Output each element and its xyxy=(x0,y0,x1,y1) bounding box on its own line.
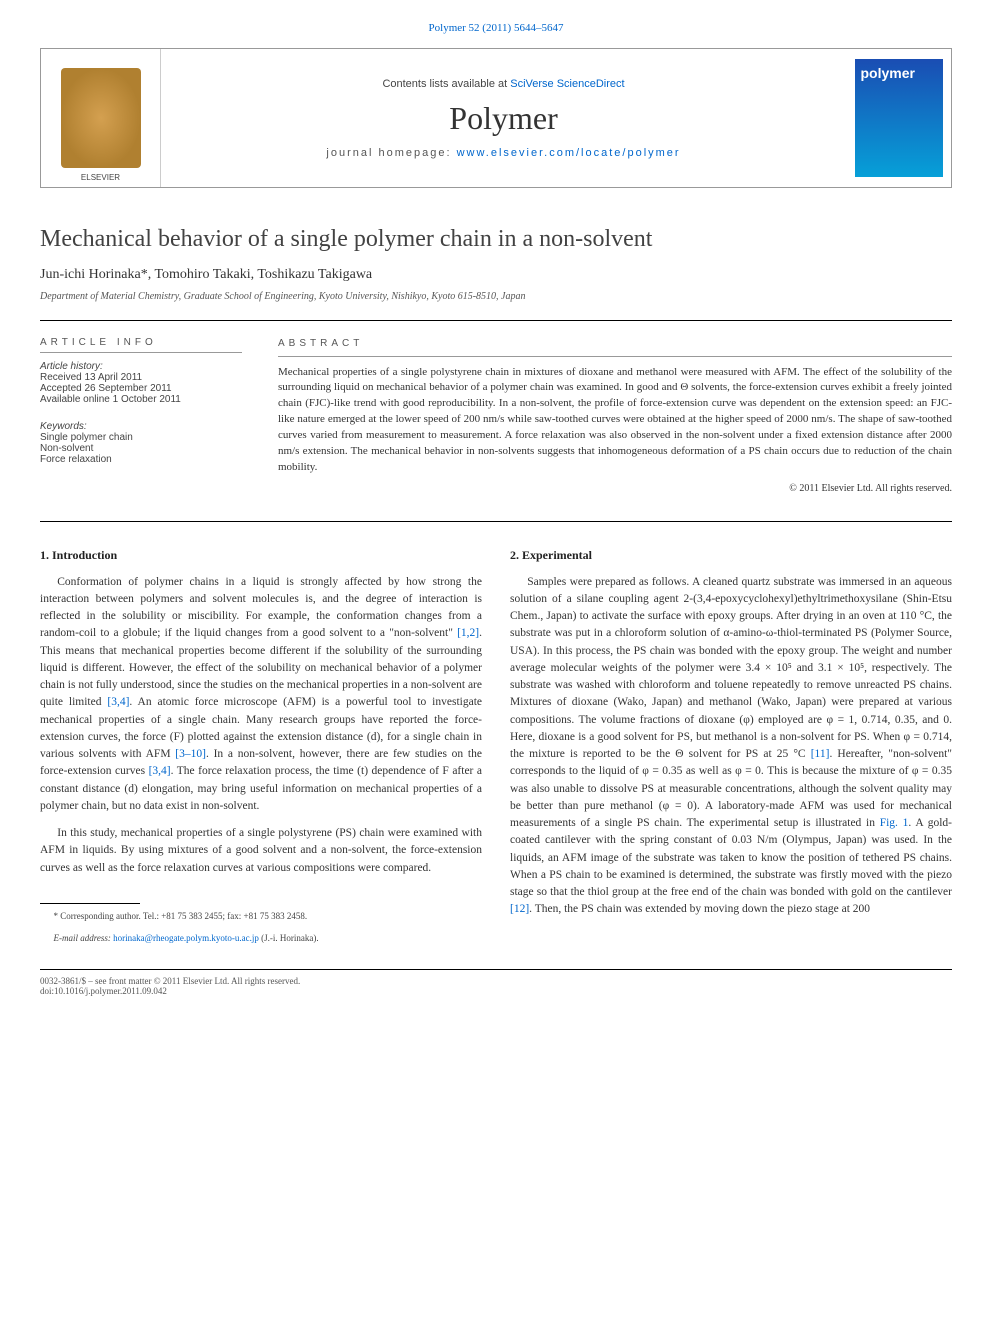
ref-11[interactable]: [11] xyxy=(811,748,830,760)
exp-p1c: . A gold-coated cantilever with the spri… xyxy=(510,817,952,898)
article-header: Mechanical behavior of a single polymer … xyxy=(40,226,952,321)
page-footer: 0032-3861/$ – see front matter © 2011 El… xyxy=(40,969,952,996)
journal-cover-icon: polymer xyxy=(855,59,943,177)
experimental-heading: 2. Experimental xyxy=(510,546,952,564)
keyword-2: Non-solvent xyxy=(40,443,242,454)
journal-name: Polymer xyxy=(449,100,557,137)
keyword-1: Single polymer chain xyxy=(40,432,242,443)
history-online: Available online 1 October 2011 xyxy=(40,394,242,405)
keywords-label: Keywords: xyxy=(40,421,242,432)
elsevier-logo-icon xyxy=(61,68,141,168)
abstract-column: ABSTRACT Mechanical properties of a sing… xyxy=(260,321,952,521)
email-suffix: (J.-i. Horinaka). xyxy=(259,933,319,943)
body-two-columns: 1. Introduction Conformation of polymer … xyxy=(40,546,952,955)
email-label: E-mail address: xyxy=(54,933,114,943)
fig-1-link[interactable]: Fig. 1 xyxy=(880,817,909,829)
email-footnote: E-mail address: horinaka@rheogate.polym.… xyxy=(40,932,482,945)
article-info-heading: ARTICLE INFO xyxy=(40,337,242,353)
left-column: 1. Introduction Conformation of polymer … xyxy=(40,546,482,955)
intro-paragraph-1: Conformation of polymer chains in a liqu… xyxy=(40,574,482,816)
article-info-column: ARTICLE INFO Article history: Received 1… xyxy=(40,321,260,521)
page-citation-header: Polymer 52 (2011) 5644–5647 xyxy=(0,0,992,48)
homepage-link[interactable]: www.elsevier.com/locate/polymer xyxy=(457,147,681,159)
history-received: Received 13 April 2011 xyxy=(40,372,242,383)
abstract-text: Mechanical properties of a single polyst… xyxy=(278,365,952,477)
introduction-heading: 1. Introduction xyxy=(40,546,482,564)
ref-3-4a[interactable]: [3,4] xyxy=(107,696,129,708)
ref-12[interactable]: [12] xyxy=(510,903,529,915)
abstract-copyright: © 2011 Elsevier Ltd. All rights reserved… xyxy=(278,482,952,497)
journal-homepage-line: journal homepage: www.elsevier.com/locat… xyxy=(326,147,680,159)
homepage-prefix: journal homepage: xyxy=(326,147,456,159)
contents-prefix: Contents lists available at xyxy=(382,78,510,90)
intro-paragraph-2: In this study, mechanical properties of … xyxy=(40,825,482,877)
ref-1-2[interactable]: [1,2] xyxy=(457,627,479,639)
history-label: Article history: xyxy=(40,361,242,372)
masthead-center: Contents lists available at SciVerse Sci… xyxy=(161,49,846,187)
journal-masthead: Contents lists available at SciVerse Sci… xyxy=(40,48,952,188)
article-title: Mechanical behavior of a single polymer … xyxy=(40,226,952,253)
sciencedirect-link[interactable]: SciVerse ScienceDirect xyxy=(510,78,624,90)
footer-front-matter: 0032-3861/$ – see front matter © 2011 El… xyxy=(40,976,952,986)
right-column: 2. Experimental Samples were prepared as… xyxy=(510,546,952,955)
intro-p1a: Conformation of polymer chains in a liqu… xyxy=(40,576,482,640)
email-link[interactable]: horinaka@rheogate.polym.kyoto-u.ac.jp xyxy=(113,933,259,943)
masthead-right: polymer xyxy=(846,49,951,187)
masthead-left xyxy=(41,49,161,187)
keyword-3: Force relaxation xyxy=(40,454,242,465)
experimental-paragraph: Samples were prepared as follows. A clea… xyxy=(510,574,952,919)
info-abstract-row: ARTICLE INFO Article history: Received 1… xyxy=(40,321,952,522)
affiliation: Department of Material Chemistry, Gradua… xyxy=(40,291,952,302)
footer-doi: doi:10.1016/j.polymer.2011.09.042 xyxy=(40,986,952,996)
authors-line: Jun-ichi Horinaka*, Tomohiro Takaki, Tos… xyxy=(40,267,952,283)
corresponding-author-footnote: * Corresponding author. Tel.: +81 75 383… xyxy=(40,910,482,923)
ref-3-4b[interactable]: [3,4] xyxy=(149,765,171,777)
cover-label: polymer xyxy=(861,65,915,81)
history-accepted: Accepted 26 September 2011 xyxy=(40,383,242,394)
exp-p1d: . Then, the PS chain was extended by mov… xyxy=(529,903,870,915)
ref-3-10[interactable]: [3–10] xyxy=(175,748,206,760)
footnote-separator xyxy=(40,903,140,904)
abstract-heading: ABSTRACT xyxy=(278,337,952,357)
exp-p1a: Samples were prepared as follows. A clea… xyxy=(510,576,952,761)
citation-link[interactable]: Polymer 52 (2011) 5644–5647 xyxy=(429,22,564,34)
contents-available-line: Contents lists available at SciVerse Sci… xyxy=(382,78,624,90)
